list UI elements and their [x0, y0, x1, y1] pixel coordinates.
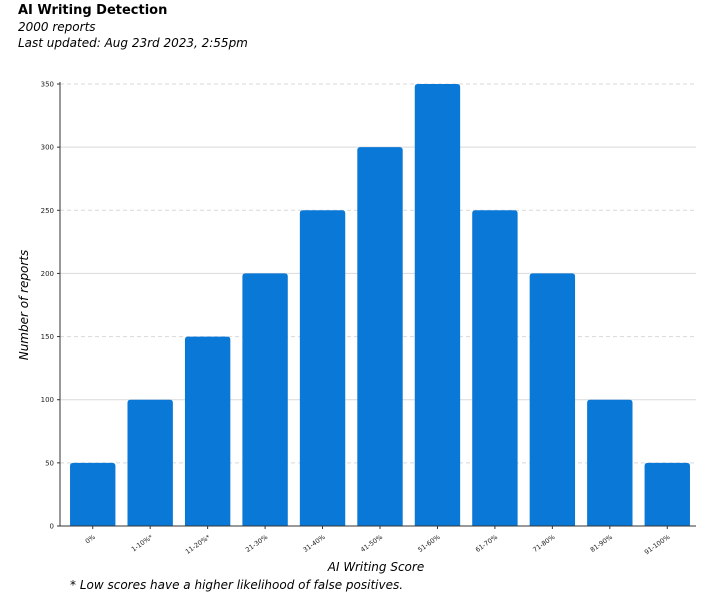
y-tick-labels: 0 50 100 150 200 250 300 350	[41, 81, 54, 531]
x-tick-label: 51-60%	[416, 533, 441, 554]
x-tick-label: 81-90%	[589, 533, 614, 554]
x-tick-labels: 0% 1-10%* 11-20%* 21-30% 31-40% 41-50% 51-60% 6…	[84, 533, 672, 557]
y-tick-label: 200	[41, 270, 54, 278]
x-tick-label: 0%	[84, 533, 97, 545]
bar-11-20[interactable]	[184, 336, 231, 526]
bar-81-90[interactable]	[587, 399, 633, 526]
x-axis-label: AI Writing Score	[327, 560, 424, 574]
y-tick-label: 0	[50, 523, 54, 531]
x-tick-label: 1-10%*	[130, 533, 155, 554]
bar-31-40[interactable]	[299, 210, 346, 527]
bar-91-100[interactable]	[644, 462, 690, 526]
y-tick-label: 50	[45, 459, 54, 467]
bar-1-10[interactable]	[127, 399, 173, 526]
y-tick-label: 250	[41, 207, 54, 215]
y-tick-label: 100	[41, 396, 54, 404]
bar-0[interactable]	[70, 462, 116, 526]
x-tick-label: 61-70%	[474, 533, 499, 554]
chart-title: AI Writing Detection	[18, 3, 168, 18]
y-tick-label: 300	[41, 144, 54, 152]
x-tick-label: 71-80%	[531, 533, 556, 554]
bars	[70, 84, 690, 527]
y-tick-label: 150	[41, 333, 54, 341]
y-axis-label: Number of reports	[17, 250, 31, 361]
bar-61-70[interactable]	[472, 210, 518, 527]
x-tick-label: 31-40%	[302, 533, 327, 554]
bar-21-30[interactable]	[242, 273, 288, 526]
report-count: 2000 reports	[18, 20, 96, 34]
axes	[57, 82, 696, 529]
x-tick-label: 91-100%	[643, 533, 672, 556]
bar-71-80[interactable]	[529, 273, 576, 526]
x-tick-label: 41-50%	[359, 533, 384, 554]
x-tick-label: 21-30%	[244, 533, 269, 554]
last-updated: Last updated: Aug 23rd 2023, 2:55pm	[18, 36, 248, 50]
x-tick-label: 11-20%*	[184, 533, 212, 556]
bar-41-50[interactable]	[357, 147, 403, 526]
y-tick-label: 350	[41, 81, 54, 89]
bar-51-60[interactable]	[414, 84, 461, 526]
footnote: * Low scores have a higher likelihood of…	[70, 578, 404, 592]
